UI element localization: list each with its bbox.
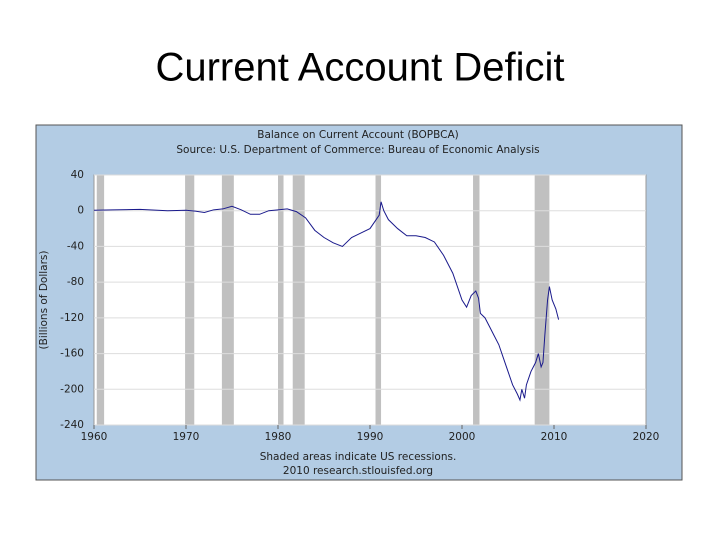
x-tick-label: 1990 xyxy=(357,431,384,443)
recession-band xyxy=(292,175,305,425)
chart-title: Balance on Current Account (BOPBCA) xyxy=(257,129,458,141)
y-tick-label: 0 xyxy=(77,205,84,217)
credit: 2010 research.stlouisfed.org xyxy=(283,465,433,477)
x-tick-label: 1960 xyxy=(81,431,108,443)
recession-band xyxy=(473,175,480,425)
recession-band xyxy=(185,175,195,425)
recession-band xyxy=(221,175,234,425)
y-axis-label: (Billions of Dollars) xyxy=(38,251,50,350)
y-tick-label: -120 xyxy=(60,312,84,324)
chart-subtitle: Source: U.S. Department of Commerce: Bur… xyxy=(176,144,539,156)
y-tick-label: 40 xyxy=(71,169,84,181)
data-line xyxy=(93,201,560,402)
slide-title: Current Account Deficit xyxy=(155,46,564,90)
y-tick-label: -40 xyxy=(67,240,84,252)
x-tick-label: 2000 xyxy=(449,431,476,443)
x-tick-label: 1970 xyxy=(173,431,200,443)
recession-band xyxy=(96,175,105,425)
recession-band xyxy=(278,175,284,425)
y-tick-label: -240 xyxy=(60,419,84,431)
note: Shaded areas indicate US recessions. xyxy=(260,451,457,463)
y-tick-label: -200 xyxy=(60,383,84,395)
x-tick-label: 1980 xyxy=(265,431,292,443)
plot-area xyxy=(93,174,647,426)
y-tick-label: -80 xyxy=(67,276,84,288)
recession-band xyxy=(375,175,382,425)
x-tick-label: 2010 xyxy=(541,431,568,443)
y-tick-label: -160 xyxy=(60,348,84,360)
x-tick-label: 2020 xyxy=(633,431,660,443)
recession-band xyxy=(534,175,550,425)
